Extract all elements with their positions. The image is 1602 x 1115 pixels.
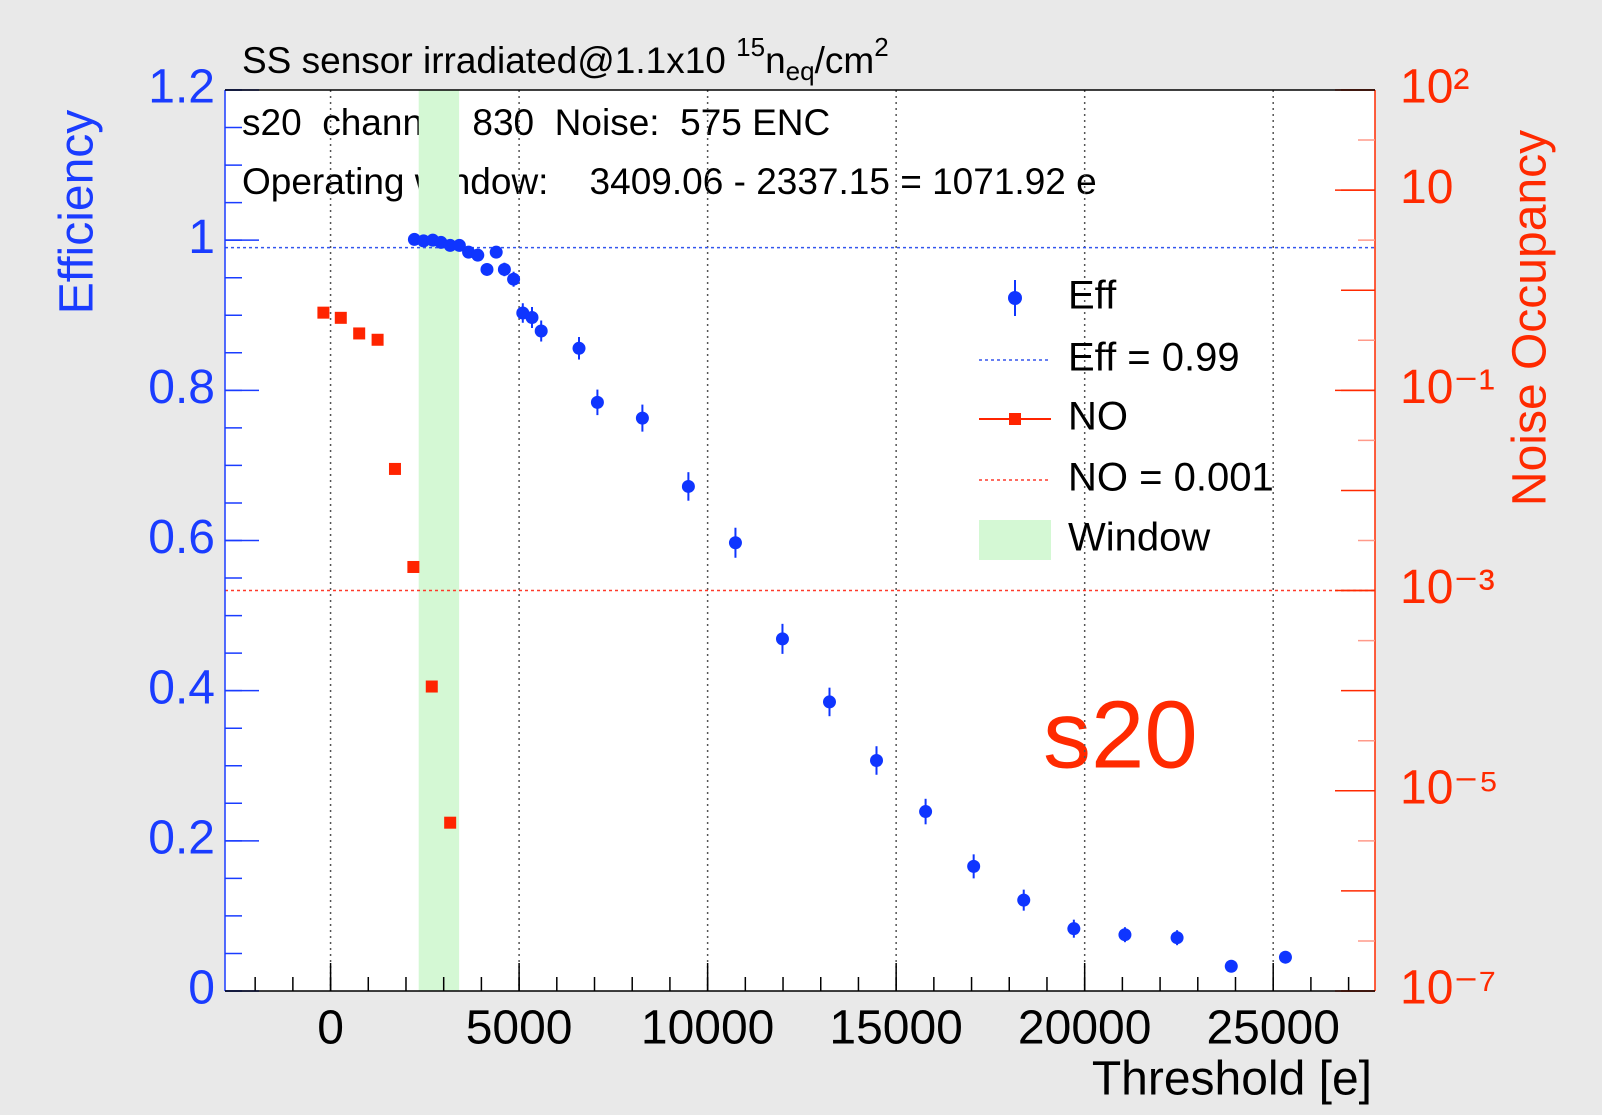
point (967, 859, 981, 873)
x-tick-label: 0 (317, 1002, 344, 1055)
point (775, 632, 789, 646)
point (822, 695, 836, 709)
y2-tick-label: 10⁻⁵ (1400, 761, 1499, 814)
y-tick-label: 0.6 (148, 511, 215, 564)
window-band (418, 90, 460, 991)
y-tick-label: 0 (188, 962, 215, 1015)
annotation: s20 (1043, 681, 1198, 788)
point (590, 395, 604, 409)
point (572, 341, 586, 355)
y2-tick-label: 10² (1400, 61, 1469, 114)
point (353, 327, 366, 340)
point (681, 479, 695, 493)
y-tick-label: 1.2 (148, 61, 215, 114)
point (919, 805, 933, 819)
title-part: SS sensor irradiated@1.1x10 (242, 40, 736, 81)
point (635, 411, 649, 425)
legend-label: Window (1068, 516, 1210, 560)
y-tick-label: 0.2 (148, 812, 215, 865)
legend-label: NO (1068, 395, 1128, 439)
point (1170, 931, 1184, 945)
point (1067, 922, 1081, 936)
point (443, 238, 457, 252)
x-tick-label: 15000 (829, 1002, 962, 1055)
point (1224, 959, 1238, 973)
title-part: n (765, 40, 786, 81)
point (317, 306, 330, 319)
legend-symbol (1009, 413, 1021, 425)
legend-label: Eff = 0.99 (1068, 336, 1240, 380)
point (1118, 928, 1132, 942)
y2-tick-label: 10⁻⁷ (1400, 962, 1496, 1015)
point (371, 333, 384, 346)
point (525, 311, 539, 325)
point (452, 238, 466, 252)
point (1278, 950, 1292, 964)
point (407, 560, 420, 573)
y2-tick-label: 10⁻³ (1400, 561, 1495, 614)
legend-label: NO = 0.001 (1068, 456, 1274, 500)
y2-tick-label: 10 (1400, 161, 1453, 214)
point (444, 816, 457, 829)
title-part: 15 (736, 32, 765, 62)
point (334, 311, 347, 324)
point (870, 753, 884, 767)
title-part: eq (786, 56, 815, 86)
title-part: 2 (874, 32, 888, 62)
point (425, 680, 438, 693)
chart-title: SS sensor irradiated@1.1x10 15neq/cm2 (242, 32, 889, 86)
point (728, 536, 742, 550)
legend-symbol (1008, 291, 1022, 305)
y2-tick-label: 10⁻¹ (1400, 361, 1495, 414)
title-part: /cm (815, 40, 875, 81)
x-tick-label: 25000 (1206, 1002, 1339, 1055)
x-axis-label: Threshold [e] (1092, 1053, 1372, 1106)
x-tick-label: 10000 (641, 1002, 774, 1055)
point (497, 262, 511, 276)
point (388, 462, 401, 475)
point (1017, 893, 1031, 907)
annotation: Operating window: 3409.06 - 2337.15 = 10… (242, 161, 1097, 202)
legend-symbol (979, 520, 1051, 560)
y-tick-label: 0.4 (148, 661, 215, 714)
x-tick-label: 20000 (1018, 1002, 1151, 1055)
y2-axis-label: Noise Occupancy (1504, 130, 1557, 506)
x-tick-label: 5000 (466, 1002, 573, 1055)
point (489, 245, 503, 259)
y-tick-label: 1 (188, 211, 215, 264)
y-tick-label: 0.8 (148, 361, 215, 414)
point (471, 248, 485, 262)
annotation: s20 channel: 830 Noise: 575 ENC (242, 102, 830, 143)
y-axis-label: Efficiency (51, 110, 104, 315)
point (534, 324, 548, 338)
legend-label: Eff (1068, 274, 1117, 318)
point (507, 272, 521, 286)
point (480, 262, 494, 276)
